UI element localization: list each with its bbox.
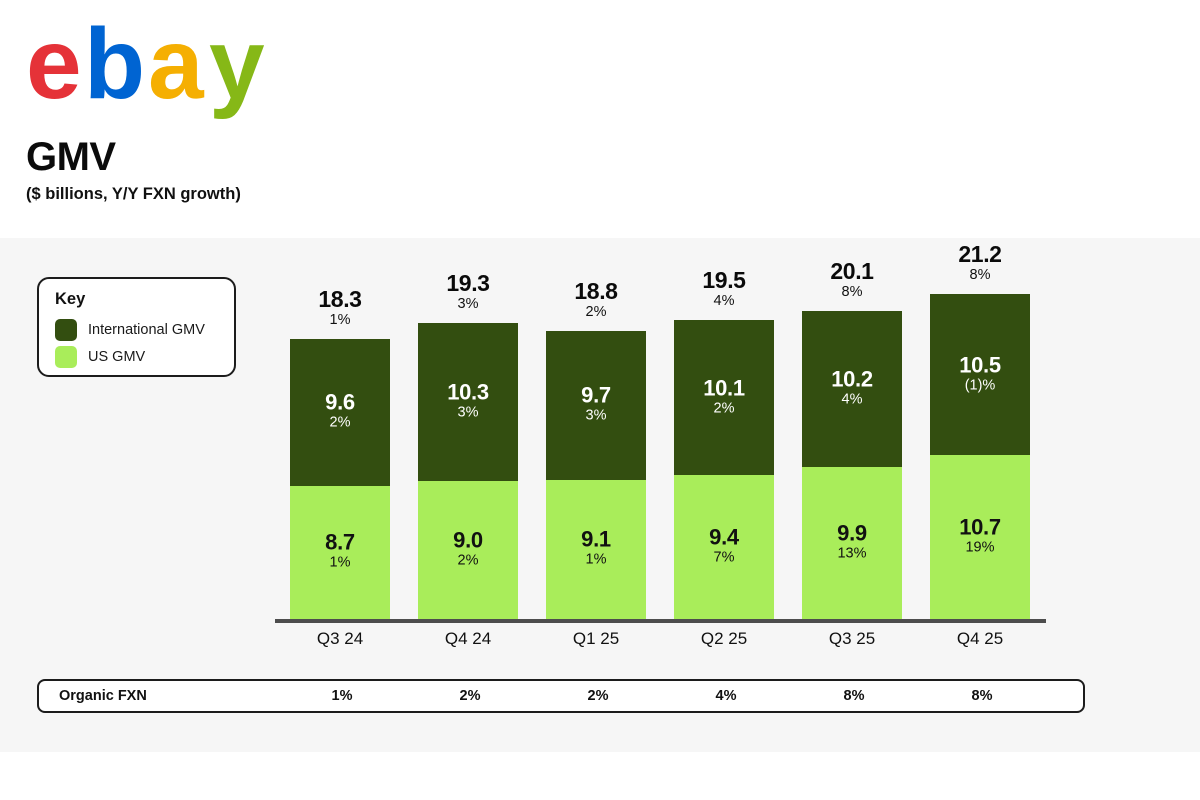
bar-group[interactable]: 20.1 8% 10.2 4% 9.9 13%	[802, 259, 902, 619]
svg-text:a: a	[148, 20, 205, 120]
segment-value-us: 8.7	[325, 530, 355, 556]
bar-total-value: 20.1	[830, 258, 874, 285]
legend-label-us: US GMV	[88, 349, 146, 365]
organic-fxn-value: 8%	[971, 688, 993, 704]
bar-segment-us[interactable]: 9.9 13%	[802, 467, 902, 619]
bar-total-value: 19.5	[702, 267, 746, 294]
legend-swatch-us	[55, 346, 77, 368]
segment-value-us: 10.7	[959, 514, 1001, 540]
segment-growth-international: 4%	[841, 391, 863, 408]
bar-total-value: 19.3	[446, 270, 490, 297]
bar-total-growth: 2%	[585, 304, 607, 321]
ebay-logo: e b a y	[26, 20, 304, 125]
bar-segment-international[interactable]: 9.6 2%	[290, 338, 390, 486]
bar-segment-international[interactable]: 10.2 4%	[802, 311, 902, 468]
bar-total-growth: 3%	[457, 296, 479, 313]
organic-fxn-value: 1%	[331, 688, 353, 704]
bar-segment-us[interactable]: 9.1 1%	[546, 479, 646, 619]
legend-swatch-international	[55, 319, 77, 341]
bar-total-label: 19.5 4%	[658, 268, 790, 312]
segment-value-international: 9.7	[581, 382, 611, 408]
organic-fxn-value: 8%	[843, 688, 865, 704]
organic-fxn-value: 4%	[715, 688, 737, 704]
segment-growth-us: 2%	[457, 552, 479, 569]
bar-group[interactable]: 19.5 4% 10.1 2% 9.4 7%	[674, 268, 774, 619]
segment-value-us: 9.9	[837, 520, 867, 546]
page-title: GMV	[26, 135, 116, 179]
segment-value-us: 9.1	[581, 526, 611, 552]
segment-growth-us: 1%	[329, 555, 351, 572]
segment-growth-us: 1%	[585, 552, 607, 569]
plot-area: 18.3 1% 9.6 2% 8.7 1% 19.3 3% 10.3 3% 9.0 2% 18.8 2% 9…	[0, 238, 1200, 752]
segment-growth-international: 2%	[329, 414, 351, 431]
segment-growth-us: 19%	[965, 539, 995, 556]
page-subtitle: ($ billions, Y/Y FXN growth)	[26, 185, 241, 203]
segment-growth-international: 3%	[457, 404, 479, 421]
bar-total-label: 21.2 8%	[914, 242, 1046, 286]
bar-total-label: 18.8 2%	[530, 279, 662, 323]
bar-segment-us[interactable]: 8.7 1%	[290, 485, 390, 619]
x-axis-tick-label: Q4 25	[956, 629, 1004, 648]
segment-growth-us: 7%	[713, 549, 735, 566]
organic-fxn-label: Organic FXN	[59, 688, 147, 704]
bar-total-growth: 8%	[969, 267, 991, 284]
segment-value-international: 10.5	[959, 352, 1001, 378]
bar-total-growth: 1%	[329, 311, 351, 328]
svg-text:b: b	[84, 20, 145, 120]
bar-segment-us[interactable]: 9.4 7%	[674, 474, 774, 619]
bar-group[interactable]: 18.3 1% 9.6 2% 8.7 1%	[290, 286, 390, 619]
segment-value-us: 9.0	[453, 527, 483, 553]
x-axis-tick-label: Q3 24	[316, 629, 364, 648]
x-axis-tick-label: Q2 25	[700, 629, 748, 648]
segment-value-us: 9.4	[709, 524, 739, 550]
bar-total-growth: 4%	[713, 293, 735, 310]
organic-fxn-value: 2%	[459, 688, 481, 704]
bar-group[interactable]: 19.3 3% 10.3 3% 9.0 2%	[418, 271, 518, 619]
x-axis-tick-label: Q4 24	[444, 629, 492, 648]
segment-growth-international: 2%	[713, 400, 735, 417]
bar-total-value: 18.8	[574, 277, 618, 304]
svg-text:e: e	[26, 20, 82, 120]
segment-value-international: 9.6	[325, 389, 355, 415]
segment-value-international: 10.2	[831, 366, 873, 392]
chart-panel: Key International GMV US GMV 18.3 1% 9.6 2%…	[0, 238, 1200, 752]
bar-total-label: 19.3 3%	[402, 271, 534, 315]
bar-total-label: 18.3 1%	[274, 285, 406, 331]
svg-text:y: y	[209, 20, 265, 120]
segment-growth-us: 13%	[837, 545, 867, 562]
segment-value-international: 10.3	[447, 379, 489, 405]
bar-segment-international[interactable]: 10.1 2%	[674, 320, 774, 475]
legend-item-international-gmv: International GMV	[55, 317, 234, 344]
bar-total-label: 20.1 8%	[786, 259, 918, 303]
bar-segment-us[interactable]: 10.7 19%	[930, 455, 1030, 619]
bar-group[interactable]: 18.8 2% 9.7 3% 9.1 1%	[546, 279, 646, 619]
bar-segment-international[interactable]: 10.5 (1)%	[930, 294, 1030, 456]
slide-header: e b a y GMV ($ billions, Y/Y FXN growth)	[0, 0, 1200, 238]
bar-segment-international[interactable]: 10.3 3%	[418, 323, 518, 482]
segment-value-international: 10.1	[703, 375, 745, 401]
bar-total-growth: 8%	[841, 284, 863, 301]
legend-title: Key	[55, 290, 86, 308]
organic-fxn-value: 2%	[587, 688, 609, 704]
legend-label-international: International GMV	[88, 322, 205, 338]
organic-fxn-row: Organic FXN 1% 2% 2% 4% 8% 8%	[37, 679, 1085, 713]
x-axis-line	[275, 619, 1046, 623]
x-axis-tick-label: Q1 25	[572, 629, 620, 648]
bar-group[interactable]: 21.2 8% 10.5 (1)% 10.7 19%	[930, 242, 1030, 619]
segment-growth-international: (1)%	[964, 377, 996, 394]
chart-legend: Key International GMV US GMV	[37, 277, 236, 377]
bar-total-value: 18.3	[318, 285, 362, 312]
segment-growth-international: 3%	[585, 408, 607, 425]
legend-item-us-gmv: US GMV	[55, 344, 234, 371]
bar-segment-us[interactable]: 9.0 2%	[418, 481, 518, 619]
bar-total-value: 21.2	[958, 241, 1002, 268]
bar-segment-international[interactable]: 9.7 3%	[546, 330, 646, 480]
x-axis-tick-label: Q3 25	[828, 629, 876, 648]
